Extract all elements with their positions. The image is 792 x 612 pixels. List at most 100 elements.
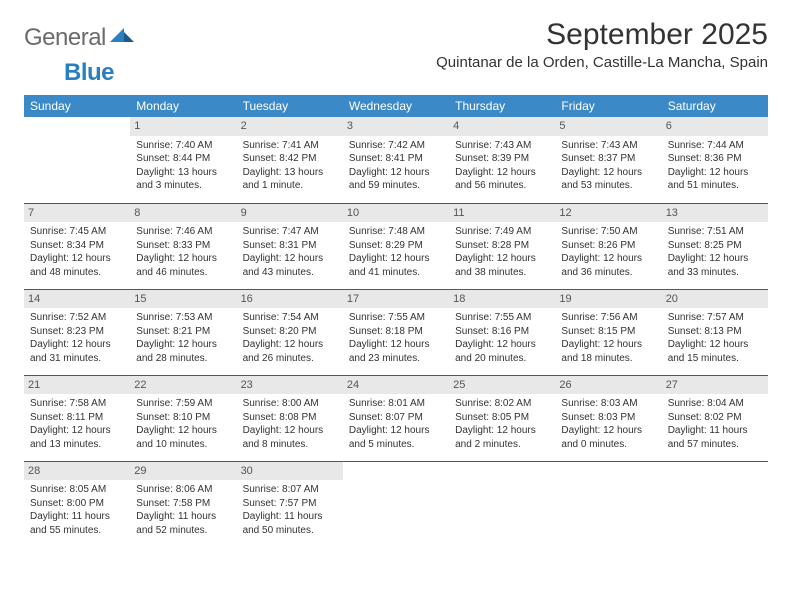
- sunrise-text: Sunrise: 7:52 AM: [30, 311, 124, 325]
- calendar-day-cell: 8Sunrise: 7:46 AMSunset: 8:33 PMDaylight…: [130, 203, 236, 289]
- calendar-day-cell: 22Sunrise: 7:59 AMSunset: 8:10 PMDayligh…: [130, 375, 236, 461]
- calendar-day-cell: [662, 461, 768, 547]
- day-number: 17: [343, 290, 449, 309]
- weekday-header: Friday: [555, 95, 661, 117]
- sunset-text: Sunset: 8:31 PM: [243, 239, 337, 253]
- daylight1-text: Daylight: 11 hours: [30, 510, 124, 524]
- daylight1-text: Daylight: 12 hours: [349, 166, 443, 180]
- day-number: 18: [449, 290, 555, 309]
- daylight2-text: and 10 minutes.: [136, 438, 230, 452]
- sunrise-text: Sunrise: 7:50 AM: [561, 225, 655, 239]
- sunset-text: Sunset: 8:21 PM: [136, 325, 230, 339]
- month-title: September 2025: [436, 18, 768, 52]
- day-number: 6: [662, 117, 768, 136]
- day-number: 8: [130, 204, 236, 223]
- daylight1-text: Daylight: 12 hours: [561, 424, 655, 438]
- calendar-day-cell: 7Sunrise: 7:45 AMSunset: 8:34 PMDaylight…: [24, 203, 130, 289]
- daylight1-text: Daylight: 12 hours: [30, 252, 124, 266]
- calendar-day-cell: [449, 461, 555, 547]
- sunrise-text: Sunrise: 8:00 AM: [243, 397, 337, 411]
- calendar-day-cell: [343, 461, 449, 547]
- daylight2-text: and 23 minutes.: [349, 352, 443, 366]
- daylight1-text: Daylight: 12 hours: [455, 338, 549, 352]
- sunrise-text: Sunrise: 7:44 AM: [668, 139, 762, 153]
- daylight1-text: Daylight: 12 hours: [136, 338, 230, 352]
- sunrise-text: Sunrise: 8:07 AM: [243, 483, 337, 497]
- daylight2-text: and 3 minutes.: [136, 179, 230, 193]
- day-number: 25: [449, 376, 555, 395]
- weekday-header-row: Sunday Monday Tuesday Wednesday Thursday…: [24, 95, 768, 117]
- day-number: 7: [24, 204, 130, 223]
- day-number: 15: [130, 290, 236, 309]
- sunrise-text: Sunrise: 7:56 AM: [561, 311, 655, 325]
- daylight1-text: Daylight: 12 hours: [668, 252, 762, 266]
- sunset-text: Sunset: 8:39 PM: [455, 152, 549, 166]
- sunset-text: Sunset: 8:34 PM: [30, 239, 124, 253]
- sunrise-text: Sunrise: 7:51 AM: [668, 225, 762, 239]
- calendar-week-row: 1Sunrise: 7:40 AMSunset: 8:44 PMDaylight…: [24, 117, 768, 203]
- sunset-text: Sunset: 8:26 PM: [561, 239, 655, 253]
- calendar-day-cell: 23Sunrise: 8:00 AMSunset: 8:08 PMDayligh…: [237, 375, 343, 461]
- sunset-text: Sunset: 8:05 PM: [455, 411, 549, 425]
- day-number: 28: [24, 462, 130, 481]
- daylight2-text: and 26 minutes.: [243, 352, 337, 366]
- sunrise-text: Sunrise: 7:57 AM: [668, 311, 762, 325]
- calendar-day-cell: 26Sunrise: 8:03 AMSunset: 8:03 PMDayligh…: [555, 375, 661, 461]
- calendar-day-cell: 3Sunrise: 7:42 AMSunset: 8:41 PMDaylight…: [343, 117, 449, 203]
- calendar-day-cell: 19Sunrise: 7:56 AMSunset: 8:15 PMDayligh…: [555, 289, 661, 375]
- calendar-day-cell: 9Sunrise: 7:47 AMSunset: 8:31 PMDaylight…: [237, 203, 343, 289]
- sunset-text: Sunset: 8:23 PM: [30, 325, 124, 339]
- sunrise-text: Sunrise: 8:01 AM: [349, 397, 443, 411]
- calendar-day-cell: 16Sunrise: 7:54 AMSunset: 8:20 PMDayligh…: [237, 289, 343, 375]
- daylight1-text: Daylight: 12 hours: [561, 166, 655, 180]
- sunrise-text: Sunrise: 7:53 AM: [136, 311, 230, 325]
- sunset-text: Sunset: 8:36 PM: [668, 152, 762, 166]
- daylight2-text: and 43 minutes.: [243, 266, 337, 280]
- day-number: 3: [343, 117, 449, 136]
- daylight2-text: and 0 minutes.: [561, 438, 655, 452]
- sunset-text: Sunset: 8:37 PM: [561, 152, 655, 166]
- day-number: 1: [130, 117, 236, 136]
- daylight1-text: Daylight: 12 hours: [668, 338, 762, 352]
- sunset-text: Sunset: 8:15 PM: [561, 325, 655, 339]
- daylight1-text: Daylight: 12 hours: [455, 424, 549, 438]
- daylight2-text: and 15 minutes.: [668, 352, 762, 366]
- day-number: 27: [662, 376, 768, 395]
- daylight2-text: and 57 minutes.: [668, 438, 762, 452]
- calendar-day-cell: 29Sunrise: 8:06 AMSunset: 7:58 PMDayligh…: [130, 461, 236, 547]
- sunrise-text: Sunrise: 7:43 AM: [455, 139, 549, 153]
- sunrise-text: Sunrise: 7:46 AM: [136, 225, 230, 239]
- sunrise-text: Sunrise: 7:55 AM: [455, 311, 549, 325]
- day-number: 14: [24, 290, 130, 309]
- sunset-text: Sunset: 8:42 PM: [243, 152, 337, 166]
- day-number: 30: [237, 462, 343, 481]
- day-number: 22: [130, 376, 236, 395]
- sunset-text: Sunset: 8:18 PM: [349, 325, 443, 339]
- title-block: September 2025 Quintanar de la Orden, Ca…: [436, 18, 768, 71]
- daylight2-text: and 31 minutes.: [30, 352, 124, 366]
- daylight1-text: Daylight: 12 hours: [243, 252, 337, 266]
- calendar-day-cell: 12Sunrise: 7:50 AMSunset: 8:26 PMDayligh…: [555, 203, 661, 289]
- daylight1-text: Daylight: 12 hours: [30, 338, 124, 352]
- calendar-day-cell: 5Sunrise: 7:43 AMSunset: 8:37 PMDaylight…: [555, 117, 661, 203]
- daylight1-text: Daylight: 12 hours: [349, 252, 443, 266]
- sunset-text: Sunset: 8:02 PM: [668, 411, 762, 425]
- day-number: 13: [662, 204, 768, 223]
- day-number: 2: [237, 117, 343, 136]
- daylight2-text: and 48 minutes.: [30, 266, 124, 280]
- sunrise-text: Sunrise: 8:02 AM: [455, 397, 549, 411]
- day-number: 24: [343, 376, 449, 395]
- sunset-text: Sunset: 8:00 PM: [30, 497, 124, 511]
- daylight1-text: Daylight: 12 hours: [561, 252, 655, 266]
- daylight1-text: Daylight: 13 hours: [243, 166, 337, 180]
- sunrise-text: Sunrise: 7:59 AM: [136, 397, 230, 411]
- calendar-week-row: 14Sunrise: 7:52 AMSunset: 8:23 PMDayligh…: [24, 289, 768, 375]
- calendar-day-cell: 10Sunrise: 7:48 AMSunset: 8:29 PMDayligh…: [343, 203, 449, 289]
- weekday-header: Saturday: [662, 95, 768, 117]
- sunrise-text: Sunrise: 7:55 AM: [349, 311, 443, 325]
- daylight2-text: and 33 minutes.: [668, 266, 762, 280]
- calendar-week-row: 7Sunrise: 7:45 AMSunset: 8:34 PMDaylight…: [24, 203, 768, 289]
- day-number: 26: [555, 376, 661, 395]
- sunset-text: Sunset: 8:28 PM: [455, 239, 549, 253]
- daylight2-text: and 46 minutes.: [136, 266, 230, 280]
